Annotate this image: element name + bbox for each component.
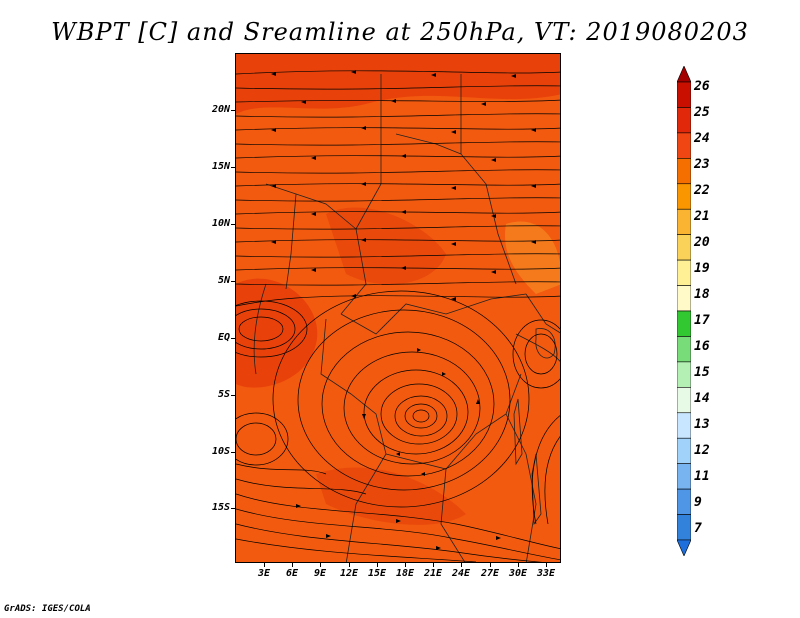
colorbar <box>677 66 691 556</box>
lon-tick <box>349 563 350 567</box>
colorbar-label-26: 26 <box>694 79 710 94</box>
colorbar-cell <box>677 259 691 286</box>
lat-tick <box>231 338 235 339</box>
colorbar-cell <box>677 81 691 108</box>
streamlines-south <box>236 463 560 562</box>
colorbar-cell <box>677 158 691 185</box>
lon-label-33e: 33E <box>536 568 556 579</box>
lon-tick <box>546 563 547 567</box>
colorbar-label-17: 17 <box>694 313 710 328</box>
lat-label-5s: 5S <box>217 389 230 400</box>
colorbar-cell <box>677 463 691 490</box>
lat-tick <box>231 508 235 509</box>
lon-label-12e: 12E <box>339 568 359 579</box>
colorbar-label-15: 15 <box>694 365 710 380</box>
lon-label-24e: 24E <box>451 568 471 579</box>
colorbar-label-18: 18 <box>694 287 710 302</box>
lat-label-15n: 15N <box>211 161 230 172</box>
colorbar-label-22: 22 <box>694 183 710 198</box>
lat-tick <box>231 110 235 111</box>
lon-tick <box>433 563 434 567</box>
lon-tick <box>405 563 406 567</box>
lon-label-21e: 21E <box>423 568 443 579</box>
lat-tick <box>231 452 235 453</box>
lat-tick <box>231 167 235 168</box>
lat-label-15s: 15S <box>211 502 230 513</box>
eastern-circulation <box>512 319 560 525</box>
lon-tick <box>518 563 519 567</box>
colorbar-label-24: 24 <box>694 131 710 146</box>
warm-region-north <box>236 54 560 114</box>
colorbar-cell <box>677 412 691 439</box>
colorbar-label-7: 7 <box>694 521 702 536</box>
streamline-arrows <box>271 70 536 550</box>
colorbar-cell <box>677 183 691 210</box>
lon-tick <box>320 563 321 567</box>
colorbar-top-arrow <box>677 66 691 83</box>
grads-credit: GrADS: IGES/COLA <box>4 604 91 614</box>
colorbar-cell <box>677 208 691 235</box>
colorbar-cell <box>677 514 691 541</box>
lat-label-5n: 5N <box>217 275 230 286</box>
streamlines-zonal <box>236 70 560 307</box>
map-panel <box>235 53 561 563</box>
lon-label-15e: 15E <box>367 568 387 579</box>
colorbar-label-20: 20 <box>694 235 710 250</box>
colorbar-cell <box>677 361 691 388</box>
colorbar-label-16: 16 <box>694 339 710 354</box>
colorbar-label-12: 12 <box>694 443 710 458</box>
warm-region-west <box>236 278 318 388</box>
lon-label-18e: 18E <box>395 568 415 579</box>
colorbar-label-9: 9 <box>694 495 702 510</box>
lon-label-30e: 30E <box>508 568 528 579</box>
country-borders <box>253 74 560 562</box>
colorbar-label-23: 23 <box>694 157 710 172</box>
colorbar-label-25: 25 <box>694 105 710 120</box>
colorbar-cell <box>677 234 691 261</box>
colorbar-cell <box>677 310 691 337</box>
lon-label-9e: 9E <box>313 568 327 579</box>
colorbar-cell <box>677 132 691 159</box>
lat-label-20n: 20N <box>211 104 230 115</box>
colorbar-label-21: 21 <box>694 209 710 224</box>
colorbar-label-14: 14 <box>694 391 710 406</box>
colorbar-cell <box>677 285 691 312</box>
lon-tick <box>461 563 462 567</box>
colorbar-cell <box>677 107 691 134</box>
streamline-map <box>236 54 560 562</box>
western-eddy <box>236 300 308 466</box>
lat-tick <box>231 395 235 396</box>
lon-label-27e: 27E <box>480 568 500 579</box>
lat-label-10s: 10S <box>211 446 230 457</box>
lat-tick <box>231 224 235 225</box>
lon-tick <box>292 563 293 567</box>
lon-tick <box>377 563 378 567</box>
lat-label-10n: 10N <box>211 218 230 229</box>
lat-label-eq: EQ <box>217 332 230 343</box>
colorbar-cell <box>677 387 691 414</box>
colorbar-cells <box>677 66 691 556</box>
colorbar-cell <box>677 488 691 515</box>
map-title: WBPT [C] and Sreamline at 250hPa, VT: 20… <box>51 18 749 46</box>
warm-region-central <box>326 207 446 285</box>
lon-tick <box>264 563 265 567</box>
colorbar-label-19: 19 <box>694 261 710 276</box>
lon-tick <box>490 563 491 567</box>
colorbar-cell <box>677 336 691 363</box>
colorbar-cell <box>677 437 691 464</box>
cool-region-east <box>505 221 560 294</box>
colorbar-bottom-arrow <box>677 539 691 556</box>
lat-tick <box>231 281 235 282</box>
colorbar-label-11: 11 <box>694 469 710 484</box>
central-vortex <box>272 290 530 508</box>
warm-region-south <box>316 467 466 525</box>
lon-label-3e: 3E <box>257 568 271 579</box>
lon-label-6e: 6E <box>285 568 299 579</box>
colorbar-label-13: 13 <box>694 417 710 432</box>
